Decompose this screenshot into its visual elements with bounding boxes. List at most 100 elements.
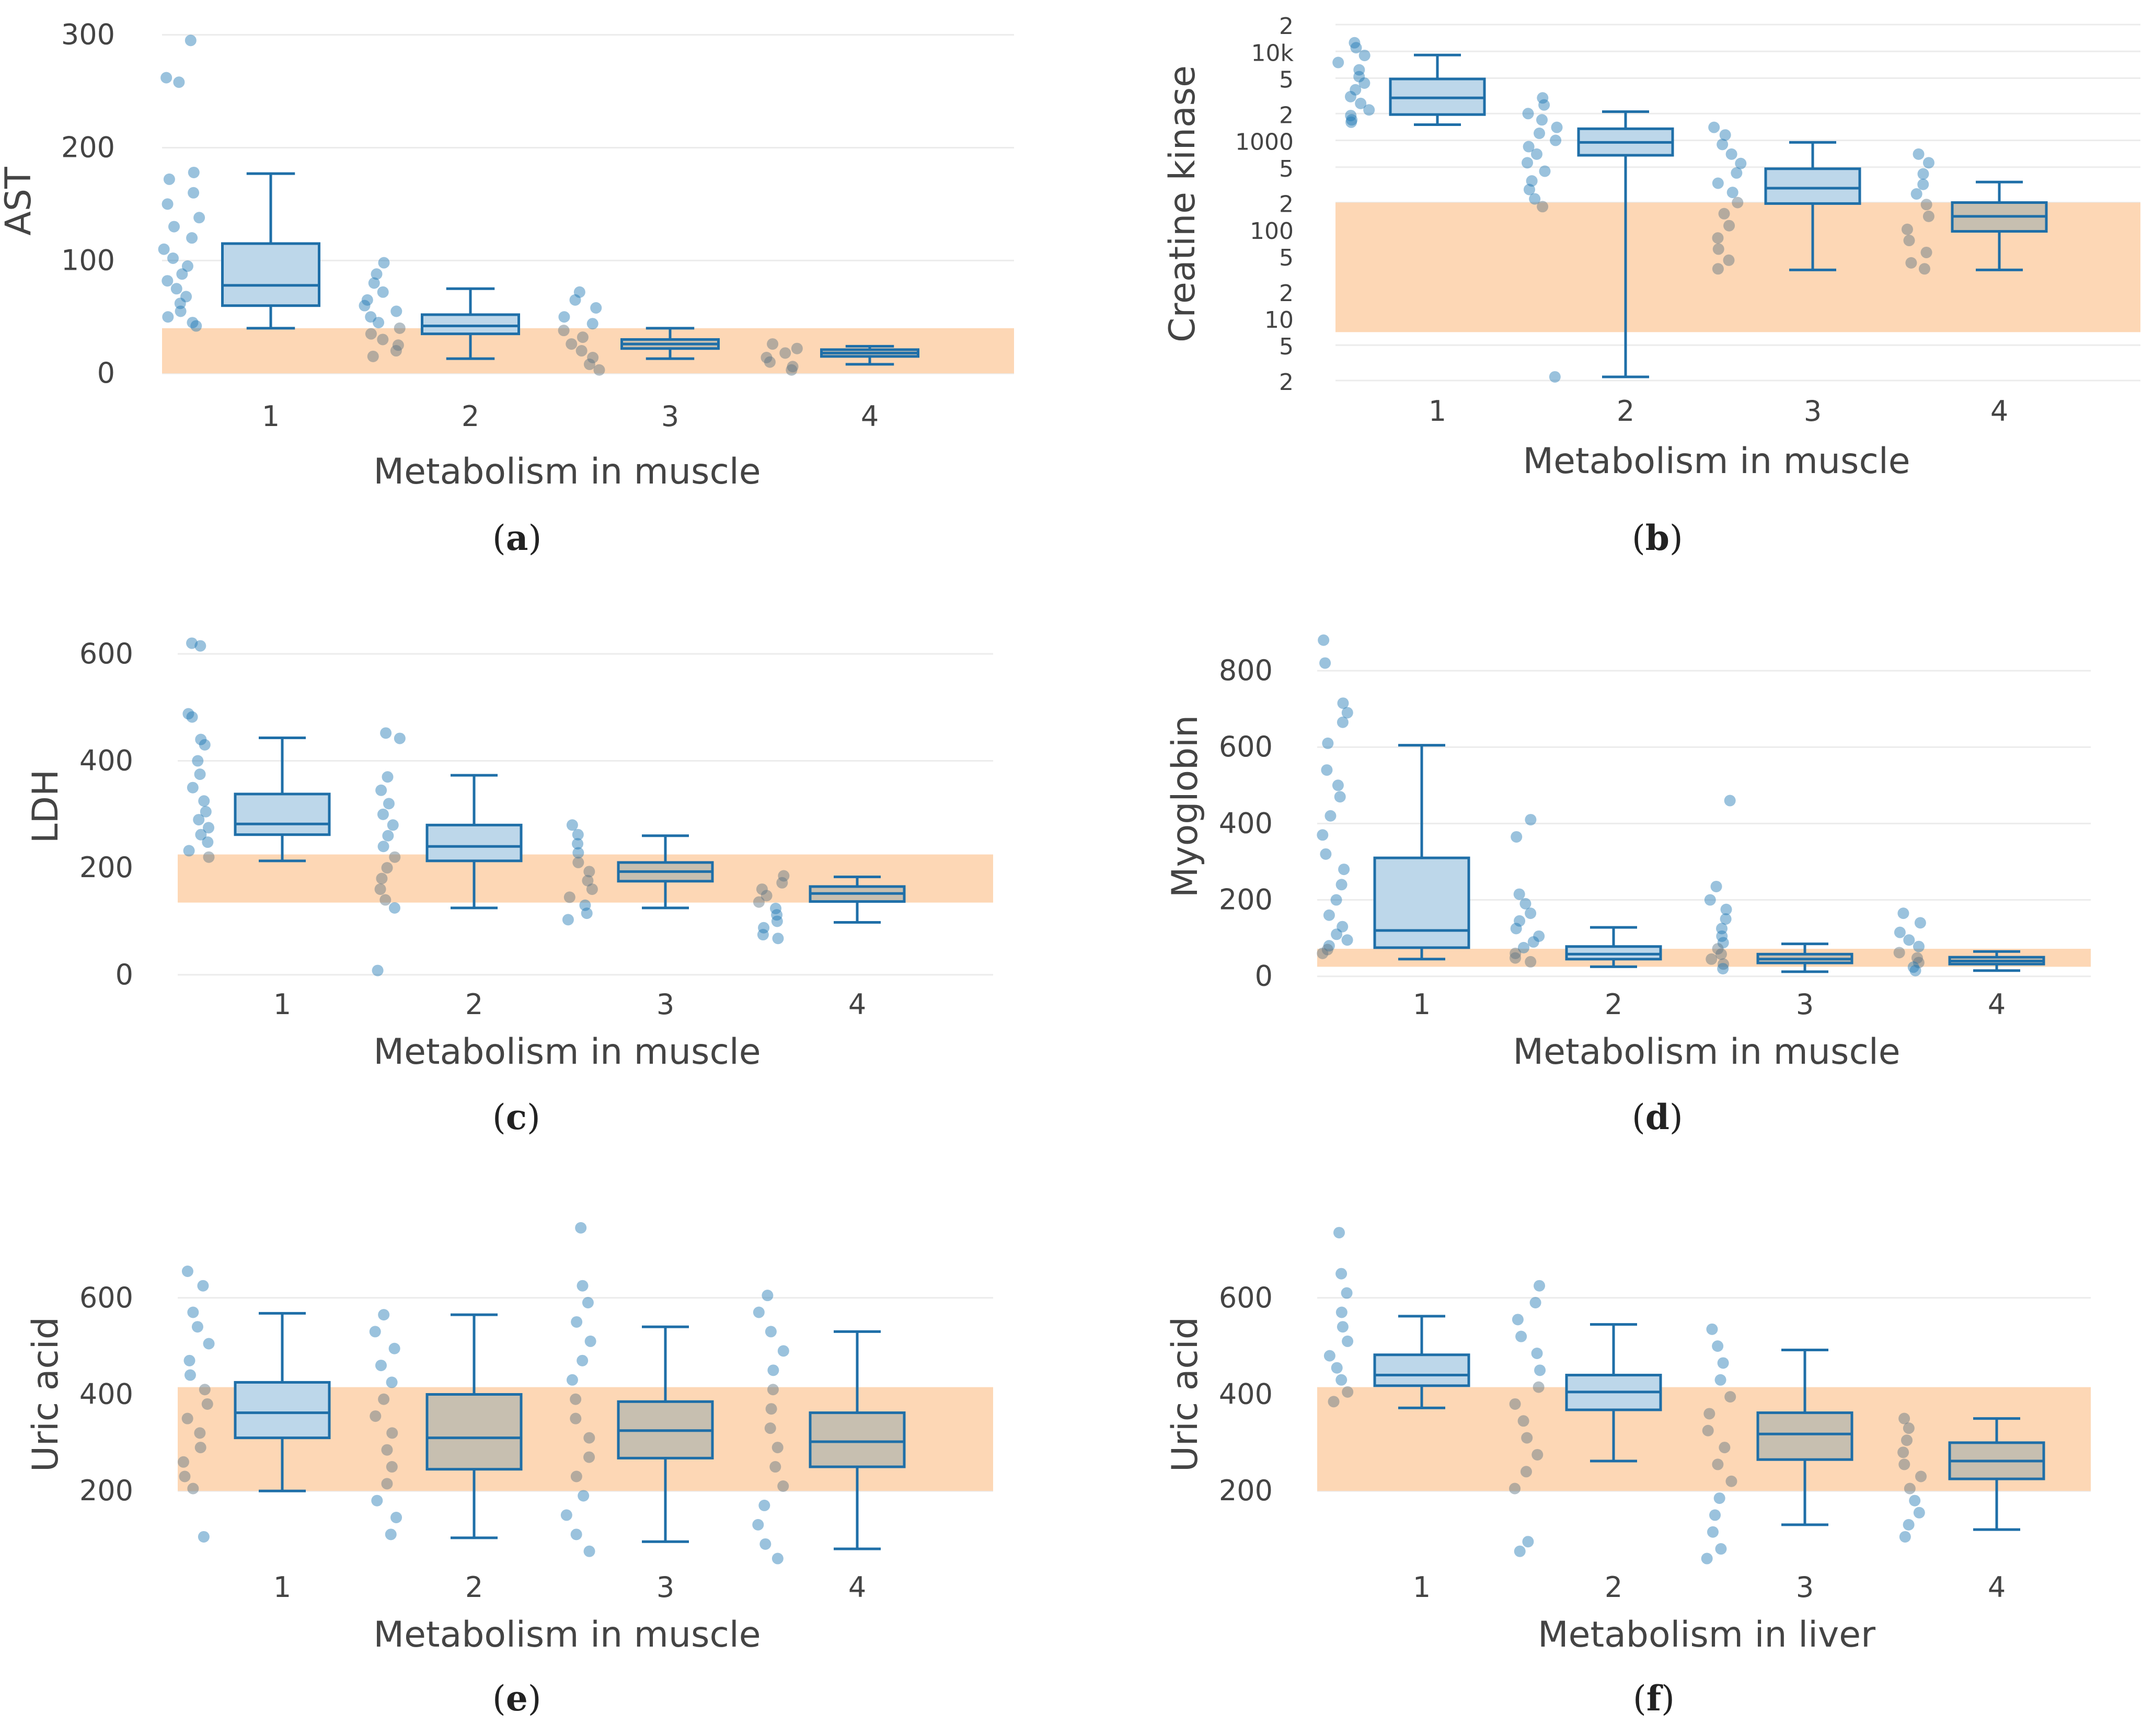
data-point	[569, 294, 581, 306]
data-point	[1707, 1526, 1719, 1538]
data-point	[1321, 944, 1333, 956]
data-point	[584, 1335, 596, 1347]
data-point	[572, 829, 584, 841]
y-tick-label: 800	[1219, 654, 1273, 687]
data-point	[1531, 1347, 1543, 1359]
data-point	[772, 933, 784, 945]
data-point	[1538, 99, 1550, 111]
data-point	[1714, 1374, 1726, 1386]
data-point	[1332, 56, 1344, 68]
data-point	[1510, 923, 1522, 935]
data-point	[389, 851, 401, 863]
data-point	[383, 798, 395, 810]
x-tick-label: 2	[465, 988, 483, 1021]
x-tick-label: 1	[1413, 1571, 1431, 1604]
data-point	[386, 1376, 398, 1388]
data-point	[1706, 953, 1718, 965]
box-2	[421, 313, 520, 336]
data-point	[1514, 915, 1526, 927]
data-point	[570, 1528, 582, 1540]
y-tick-label: 300	[61, 18, 115, 51]
data-point	[374, 883, 386, 895]
data-point	[563, 891, 575, 903]
data-point	[1355, 97, 1367, 109]
data-point	[181, 260, 193, 272]
data-point	[173, 76, 185, 88]
data-point	[1510, 947, 1522, 959]
data-point	[375, 1360, 387, 1372]
data-point	[1318, 634, 1330, 646]
data-point	[378, 257, 390, 269]
data-point	[1330, 894, 1342, 906]
data-point	[1353, 71, 1365, 83]
data-point	[1509, 952, 1521, 964]
data-point	[779, 347, 791, 359]
data-point	[582, 875, 594, 887]
data-point	[1341, 1287, 1353, 1299]
box-1	[234, 1381, 331, 1440]
data-point	[1903, 934, 1915, 946]
y-tick-label: 2	[1279, 369, 1294, 396]
data-point	[1913, 1507, 1925, 1519]
data-point	[1341, 934, 1353, 946]
box-2	[425, 1393, 523, 1471]
x-tick-label: 4	[848, 988, 866, 1021]
caption-c-letter: c	[505, 1097, 527, 1137]
data-point	[583, 1545, 595, 1557]
y-tick-label: 5	[1279, 245, 1294, 271]
data-point	[175, 305, 187, 317]
x-tick-label: 4	[848, 1571, 866, 1604]
data-point	[1527, 936, 1539, 948]
data-point	[758, 922, 770, 934]
data-point	[1531, 1448, 1544, 1461]
y-tick-label: 600	[1219, 730, 1273, 763]
data-point	[377, 841, 389, 853]
y-tick-label: 200	[61, 131, 115, 164]
data-point	[752, 1519, 764, 1531]
data-point	[194, 1442, 206, 1454]
data-point	[1328, 1396, 1340, 1408]
box-1	[234, 792, 331, 836]
data-point	[162, 275, 174, 287]
data-point	[777, 1480, 789, 1492]
data-point	[1515, 1330, 1527, 1342]
data-point	[183, 1354, 195, 1366]
data-point	[764, 1422, 776, 1434]
data-point	[1335, 1268, 1348, 1280]
x-tick-label: 3	[657, 1571, 674, 1604]
data-point	[1350, 42, 1362, 54]
x-tick-label: 2	[1605, 988, 1622, 1021]
data-point	[377, 286, 389, 298]
data-point	[1317, 947, 1329, 959]
data-point	[180, 291, 192, 303]
box-4	[809, 1411, 906, 1468]
caption-b-letter: b	[1645, 518, 1669, 558]
data-point	[776, 877, 788, 889]
data-point	[1525, 956, 1537, 968]
data-point	[387, 819, 399, 831]
data-point	[368, 277, 380, 289]
data-point	[1321, 764, 1333, 776]
data-point	[188, 166, 200, 178]
y-tick-label: 100	[1250, 218, 1294, 245]
data-point	[1331, 928, 1343, 940]
data-point	[765, 1326, 777, 1338]
data-point	[1320, 848, 1332, 860]
x-axis-label: Metabolism in muscle	[373, 451, 761, 492]
y-axis-label: LDH	[25, 769, 66, 843]
data-point	[1897, 1446, 1909, 1458]
data-point	[771, 909, 783, 921]
data-point	[753, 1306, 765, 1318]
data-point	[187, 1306, 199, 1318]
caption-e-letter: e	[505, 1678, 528, 1719]
caption-f-letter: f	[1646, 1678, 1662, 1719]
y-tick-label: 400	[79, 744, 133, 777]
y-axis-label: Uric acid	[25, 1317, 66, 1472]
data-point	[380, 727, 392, 739]
panel-a: 0 100 200 300 1 2 3 4 Metabolism in muscle AST	[0, 18, 1014, 492]
data-point	[371, 268, 383, 280]
y-tick-label: 400	[79, 1378, 133, 1411]
data-point	[378, 1393, 390, 1405]
